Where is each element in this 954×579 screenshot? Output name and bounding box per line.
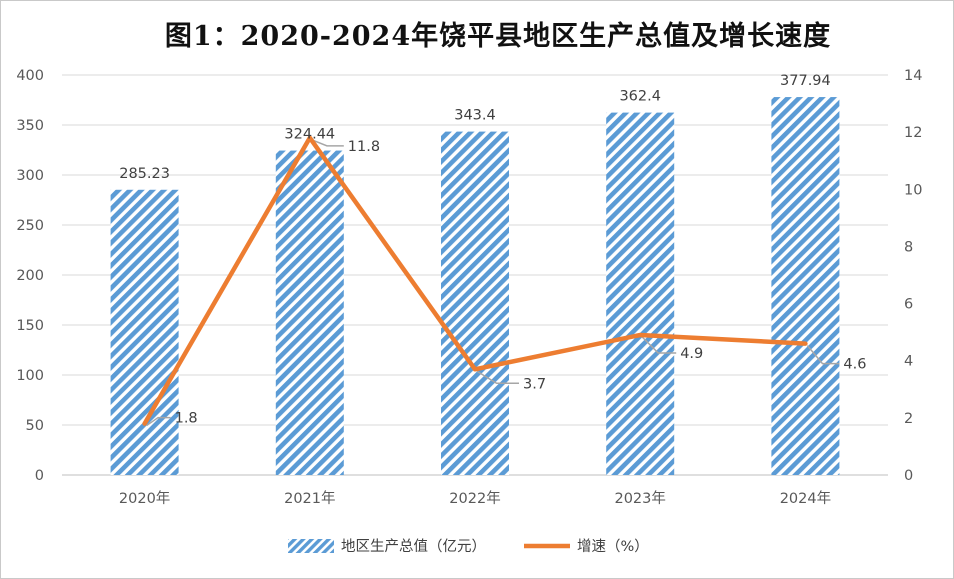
growth-label-leader (641, 336, 677, 354)
line-label-leaders (146, 139, 840, 427)
growth-label-leader (311, 139, 344, 147)
y-left-tick-label: 100 (16, 368, 44, 384)
bar (441, 131, 509, 475)
growth-value-label: 11.8 (348, 139, 380, 155)
line-series (142, 135, 808, 426)
axes: 0 50 100 150 200 250 300 350 400 0 2 4 6 8 10 12 14 2020年… (16, 68, 922, 507)
growth-value-label: 3.7 (523, 376, 546, 392)
chart-title: 图1：2020-2024年饶平县地区生产总值及增长速度 (164, 21, 832, 52)
growth-label-leader (476, 370, 519, 385)
y-right-tick-label: 8 (904, 239, 913, 255)
bar (275, 150, 344, 475)
growth-line (142, 135, 808, 426)
y-left-tick-label: 200 (16, 268, 44, 284)
y-right-tick-label: 4 (904, 354, 913, 370)
y-left-tick-label: 400 (16, 68, 44, 84)
data-labels: 285.23 324.44 343.4 362.4 377.94 1.8 11.8 3.7 4.… (119, 73, 866, 427)
legend-bar-swatch (288, 539, 334, 553)
legend-line-label: 增速（%） (577, 538, 649, 555)
bar (606, 112, 675, 475)
y-left-tick-label: 150 (16, 318, 44, 334)
x-tick-label: 2020年 (119, 490, 170, 507)
y-right-tick-label: 14 (904, 68, 922, 84)
y-left-tick-label: 50 (26, 418, 44, 434)
y-right-tick-label: 10 (904, 182, 922, 198)
bar (771, 97, 840, 475)
growth-value-label: 4.6 (843, 357, 866, 373)
bar-value-label: 285.23 (119, 166, 170, 182)
x-tick-label: 2021年 (284, 490, 335, 507)
y-right-tick-label: 12 (904, 125, 922, 141)
growth-label-leader (146, 416, 171, 427)
y-right-tick-label: 6 (904, 297, 913, 313)
x-tick-label: 2024年 (780, 490, 831, 507)
growth-label-leader (806, 345, 840, 365)
y-left-tick-label: 350 (16, 118, 44, 134)
legend-bar-label: 地区生产总值（亿元） (341, 538, 486, 555)
y-left-tick-label: 0 (35, 468, 44, 484)
bar-value-label: 377.94 (780, 73, 831, 89)
x-tick-label: 2022年 (449, 490, 500, 507)
y-left-tick-label: 250 (16, 218, 44, 234)
growth-value-label: 1.8 (175, 411, 198, 427)
bar-series (110, 97, 840, 475)
growth-value-label: 4.9 (680, 346, 703, 362)
legend: 地区生产总值（亿元） 增速（%） (288, 538, 649, 555)
y-right-tick-label: 0 (904, 468, 913, 484)
bar-value-label: 362.4 (619, 89, 661, 105)
bar-value-label: 343.4 (454, 108, 496, 124)
bar (110, 189, 179, 475)
y-right-tick-label: 2 (904, 411, 913, 427)
x-tick-label: 2023年 (614, 490, 665, 507)
bar-value-label: 324.44 (284, 127, 335, 143)
y-left-tick-label: 300 (16, 168, 44, 184)
